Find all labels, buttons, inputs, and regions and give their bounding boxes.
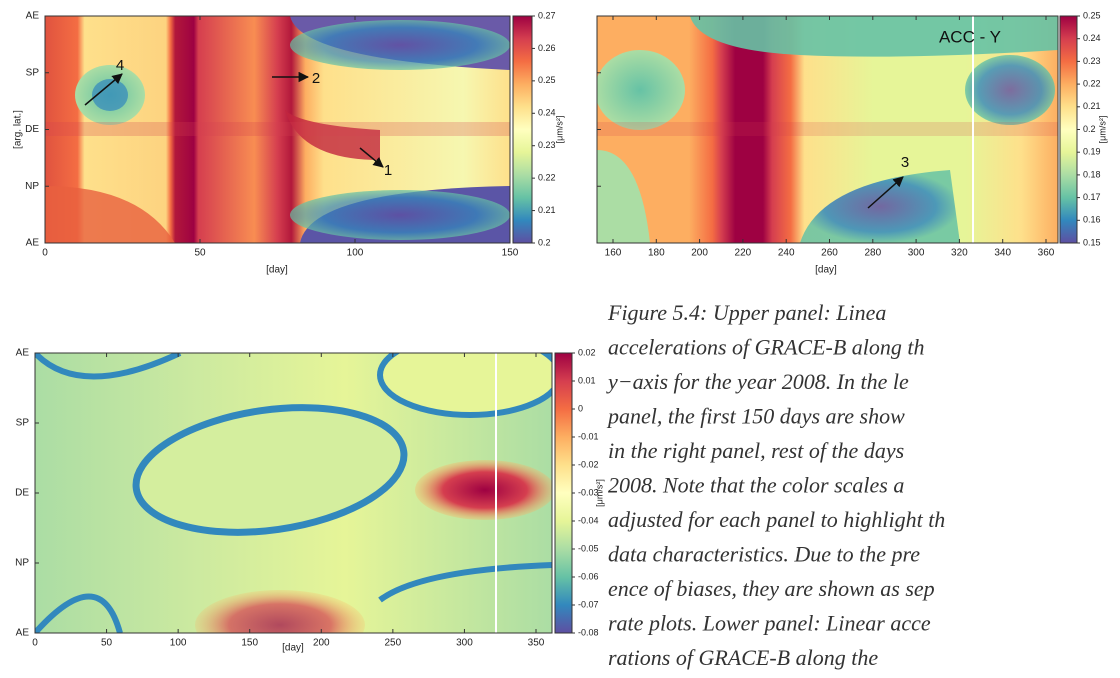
colorbar-tick-label: 0.27 [538,10,556,20]
annotation: 1 [384,162,392,179]
heatmap-upper-right [597,16,1058,243]
colorbar [1059,15,1078,244]
x-tick-label: 300 [908,248,925,259]
x-tick-label: 340 [994,248,1011,259]
x-tick-label: 240 [778,248,795,259]
y-tick-label: NP [25,181,39,192]
y-tick-label: AE [16,348,30,359]
heatmap-lower [35,353,552,633]
caption-line: panel, the first 150 days are show [606,404,905,429]
x-tick-label: 150 [241,638,258,649]
y-tick-label: SP [26,67,40,78]
y-axis-label: [arg. lat.] [13,110,24,149]
arrow [359,147,384,168]
colorbar [512,15,533,244]
caption-line: 2008. Note that the color scales a [608,473,904,498]
x-tick-label: 100 [170,638,187,649]
x-tick-label: 300 [456,638,473,649]
x-tick-label: 180 [648,248,665,259]
x-tick-label: 160 [605,248,622,259]
colorbar-tick-label: 0.16 [1083,215,1101,225]
colorbar-tick-label: 0.21 [538,205,556,215]
colorbar-tick-label: -0.01 [578,431,599,441]
colorbar-tick-label: 0.24 [1083,33,1101,43]
colorbar-unit: [μm/s²] [594,479,604,507]
colorbar-tick-label: -0.02 [578,459,599,469]
x-tick-label: 200 [313,638,330,649]
x-tick-label: 50 [101,638,113,649]
colorbar-unit: [μm/s²] [1097,116,1107,144]
y-tick-label: SP [16,418,30,429]
caption-line: data characteristics. Due to the pre [608,542,920,567]
x-axis-label: [day] [815,265,837,276]
x-axis-label: [day] [266,265,288,276]
y-tick-label: AE [26,238,40,249]
x-tick-label: 250 [385,638,402,649]
colorbar-tick-label: 0.22 [1083,78,1101,88]
x-tick-label: 50 [194,248,206,259]
colorbar-tick-label: 0.23 [538,140,556,150]
colorbar-tick-label: 0.24 [538,108,556,118]
colorbar-tick-label: 0.23 [1083,56,1101,66]
x-tick-label: 150 [502,248,519,259]
colorbar-tick-label: -0.03 [578,487,599,497]
arrow [84,73,123,106]
colorbar-tick-label: 0.02 [578,347,596,357]
caption-line: ence of biases, they are shown as sep [608,576,935,601]
colorbar [554,352,573,634]
colorbar-tick-label: 0 [578,403,583,413]
colorbar-tick-label: -0.04 [578,515,599,525]
annotation: 3 [901,154,909,171]
x-tick-label: 360 [1038,248,1055,259]
colorbar-tick-label: -0.05 [578,543,599,553]
caption-line: adjusted for each panel to highlight th [608,507,945,532]
colorbar-tick-label: 0.25 [1083,10,1101,20]
colorbar-tick-label: -0.07 [578,599,599,609]
colorbar-tick-label: -0.06 [578,571,599,581]
x-tick-label: 200 [691,248,708,259]
caption-line: accelerations of GRACE-B along th [608,335,925,360]
annotation: 4 [116,57,124,74]
x-tick-label: 220 [735,248,752,259]
caption-line: Figure 5.4: Upper panel: Linea [607,300,886,325]
annotation: 2 [312,70,320,87]
x-tick-label: 320 [951,248,968,259]
caption-line: rate plots. Lower panel: Linear acce [608,611,931,636]
colorbar-tick-label: 0.22 [538,173,556,183]
x-tick-label: 100 [347,248,364,259]
caption-line: y−axis for the year 2008. In the le [606,369,909,394]
y-tick-label: DE [25,124,39,135]
colorbar-unit: [μm/s²] [554,116,564,144]
colorbar-tick-label: 0.2 [538,237,551,247]
arrow [867,176,904,209]
colorbar-tick-label: 0.19 [1083,147,1101,157]
x-axis-label: [day] [282,643,304,654]
panel-title: ACC - Y [939,27,1001,46]
y-tick-label: DE [15,488,29,499]
x-tick-label: 260 [821,248,838,259]
y-tick-label: NP [15,558,29,569]
colorbar-tick-label: 0.25 [538,75,556,85]
colorbar-tick-label: 0.26 [538,43,556,53]
x-tick-label: 0 [42,248,48,259]
caption-line: rations of GRACE-B along the [608,645,878,670]
x-tick-label: 280 [864,248,881,259]
caption-line: in the right panel, rest of the days [608,438,904,463]
colorbar-tick-label: 0.15 [1083,237,1101,247]
colorbar-tick-label: 0.17 [1083,192,1101,202]
colorbar-tick-label: 0.18 [1083,169,1101,179]
colorbar-tick-label: 0.21 [1083,101,1101,111]
colorbar-tick-label: 0.01 [578,375,596,385]
colorbar-tick-label: -0.08 [578,627,599,637]
colorbar-tick-label: 0.2 [1083,124,1096,134]
y-tick-label: AE [26,11,40,22]
x-tick-label: 350 [528,638,545,649]
x-tick-label: 0 [32,638,38,649]
y-tick-label: AE [16,628,30,639]
heatmap-upper-left [45,16,510,243]
